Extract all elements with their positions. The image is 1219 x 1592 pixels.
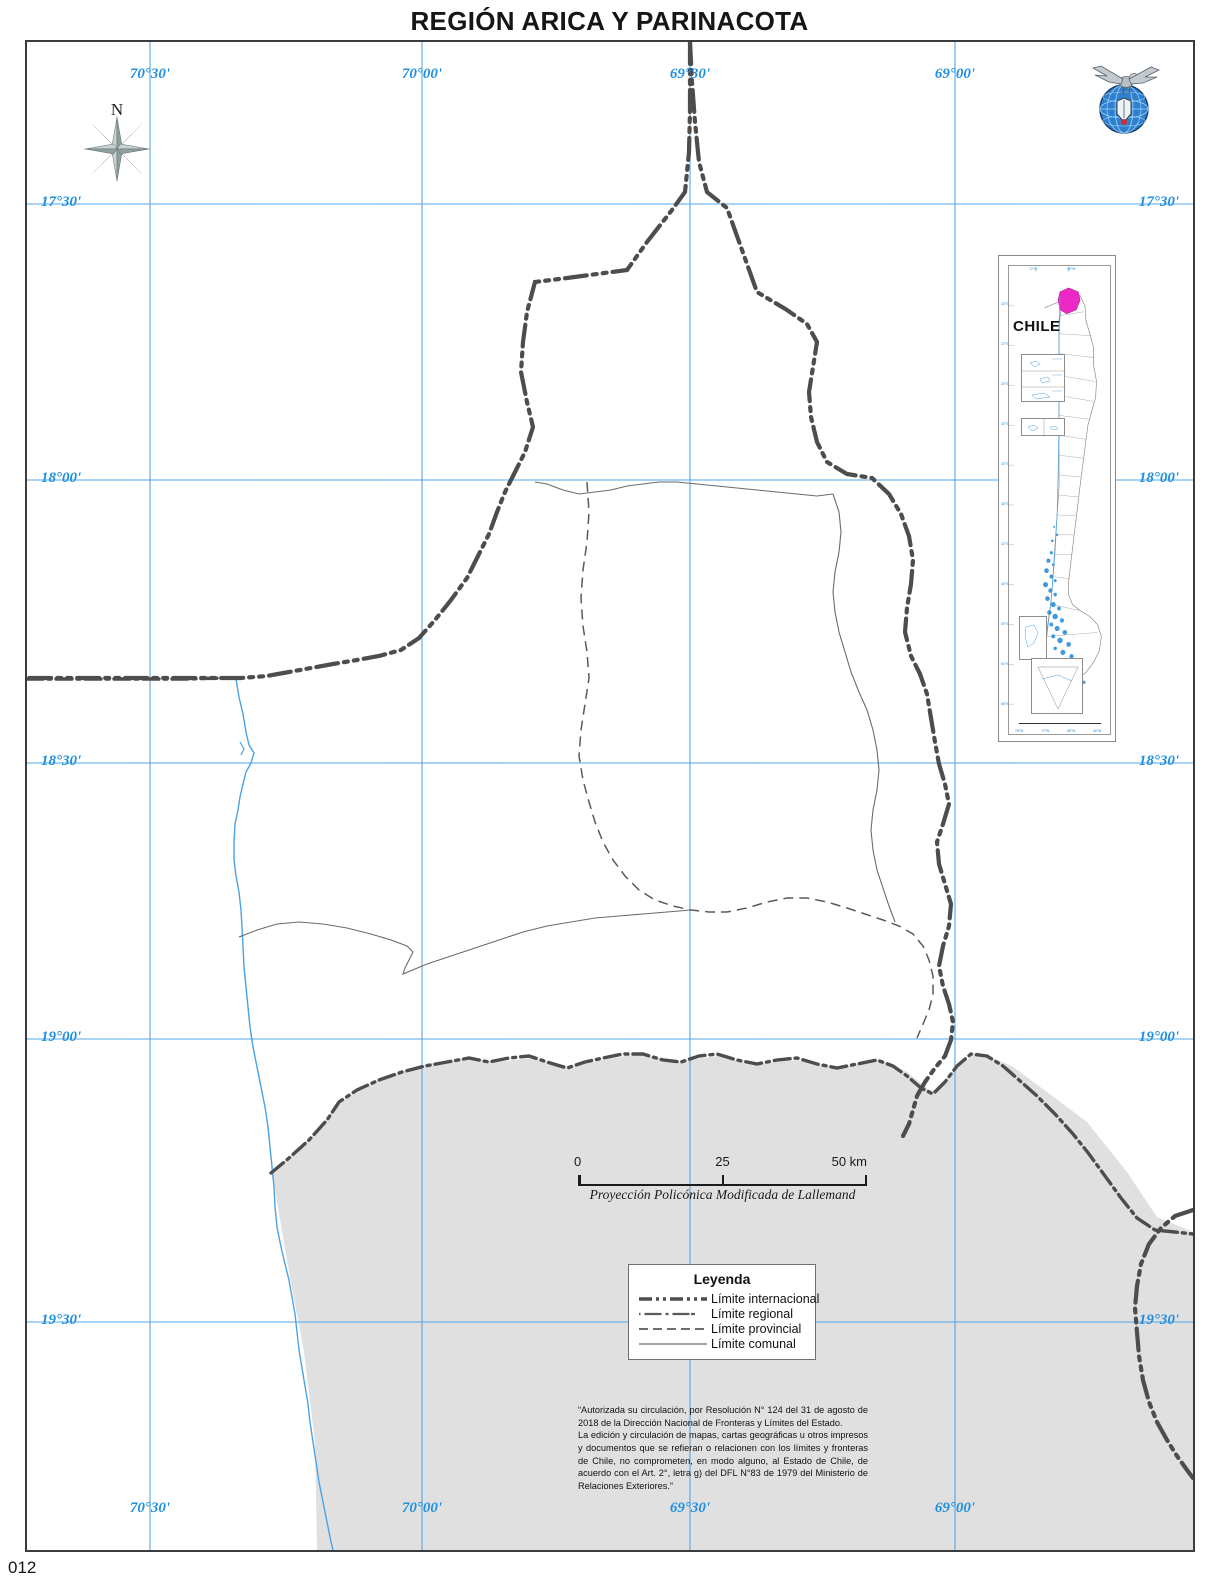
- inset-tick-latitude: 18°S: [1001, 302, 1009, 306]
- graticule-label-latitude: 18°00': [41, 470, 82, 486]
- page-number: 012: [8, 1558, 37, 1577]
- legend-swatch-regional-boundary: [637, 1308, 709, 1320]
- provincial-boundary: [578, 481, 934, 1039]
- scale-tick-25: 25: [715, 1154, 730, 1169]
- compass-rose-icon: N: [75, 100, 159, 186]
- inset-tick-latitude: 38°S: [1001, 502, 1009, 506]
- inset-tick-longitude-bottom: 68°W: [1067, 729, 1076, 733]
- inset-tick-longitude-bottom: 72°W: [1041, 729, 1050, 733]
- inset-map-chile: 72°W 68°W 18°S 22°S 26°S 30°S 34°S 38°S 42°S 46°S…: [998, 255, 1116, 742]
- inset-tick-latitude: 54°S: [1001, 662, 1009, 666]
- inset-tick-longitude: 68°W: [1067, 267, 1076, 271]
- inset-subbox-territory: [1031, 658, 1083, 714]
- international-boundary: [27, 42, 693, 681]
- graticule-label-longitude: 70°30': [129, 1500, 171, 1516]
- graticule-label-longitude: 69°30': [669, 66, 711, 82]
- regional-boundary-northwest: [27, 676, 241, 681]
- graticule-label-longitude: 70°00': [401, 1500, 443, 1516]
- coastline: [233, 678, 334, 1550]
- disclaimer-paragraph-2: La edición y circulación de mapas, carta…: [578, 1430, 868, 1492]
- international-boundary-lower-right: [1132, 1207, 1193, 1481]
- legend-item-regional: Límite regional: [637, 1306, 807, 1321]
- inset-tick-latitude: 22°S: [1001, 342, 1009, 346]
- inset-subbox-easter-island: [1021, 418, 1065, 437]
- inset-tick-latitude: 26°S: [1001, 382, 1009, 386]
- graticule-label-longitude: 70°30': [129, 66, 171, 82]
- graticule-label-longitude: 69°00': [934, 66, 976, 82]
- graticule-label-latitude: 18°30': [41, 753, 82, 769]
- comunal-boundary-north: [534, 481, 834, 497]
- disclaimer-text: “Autorizada su circulación, por Resoluci…: [578, 1404, 868, 1493]
- inset-subbox-antarctic: [1019, 616, 1047, 660]
- legend-label-provincial: Límite provincial: [711, 1321, 802, 1336]
- map-frame: N: [25, 40, 1195, 1552]
- projection-note: Proyección Policónica Modificada de Lall…: [589, 1187, 856, 1202]
- inset-tick-latitude: 46°S: [1001, 582, 1009, 586]
- graticule-label-latitude: 19°30': [1138, 1312, 1179, 1328]
- inset-tick-latitude: 34°S: [1001, 462, 1009, 466]
- inset-tick-longitude: 72°W: [1029, 267, 1038, 271]
- scale-bar: 0 25 50 km Proyección Policónica Modific…: [574, 1154, 867, 1203]
- legend-label-comunal: Límite comunal: [711, 1336, 796, 1351]
- inset-map-neatline: 72°W 68°W 18°S 22°S 26°S 30°S 34°S 38°S 42°S 46°S…: [1001, 265, 1111, 735]
- legend-swatch-provincial-boundary: [637, 1323, 709, 1335]
- compass-north-label: N: [110, 100, 124, 119]
- inset-tick-latitude: 56°S: [1001, 702, 1009, 706]
- scale-tick-50: 50 km: [831, 1154, 867, 1169]
- graticule-label-longitude: 70°00': [401, 66, 443, 82]
- inset-tick-latitude: 42°S: [1001, 542, 1009, 546]
- coastline-inlet: [239, 741, 245, 756]
- inset-tick-longitude-bottom: 66°W: [1093, 729, 1102, 733]
- comunal-boundary-east: [832, 493, 896, 923]
- disclaimer-paragraph-1: “Autorizada su circulación, por Resoluci…: [578, 1405, 868, 1428]
- inset-tick-latitude: 50°S: [1001, 622, 1009, 626]
- graticule-label-longitude: 69°00': [934, 1500, 976, 1516]
- graticule-label-latitude: 19°00': [41, 1029, 82, 1045]
- graticule-label-latitude: 19°00': [1138, 1029, 1179, 1045]
- legend-item-comunal: Límite comunal: [637, 1336, 807, 1351]
- legend-item-provincial: Límite provincial: [637, 1321, 807, 1336]
- page-title: REGIÓN ARICA Y PARINACOTA: [410, 6, 809, 36]
- igm-condor-globe-emblem: [1085, 54, 1163, 136]
- regional-boundary-south: [269, 1052, 1193, 1236]
- legend-title: Leyenda: [693, 1271, 751, 1287]
- graticule-label-latitude: 17°30': [1138, 194, 1179, 210]
- legend-label-international: Límite internacional: [711, 1291, 820, 1306]
- graticule-label-latitude: 18°00': [1138, 470, 1179, 486]
- inset-scale-bar: [1019, 722, 1101, 724]
- inset-tick-longitude-bottom: 78°W: [1015, 729, 1024, 733]
- graticule-label-longitude: 69°30': [669, 1500, 711, 1516]
- scale-tick-0: 0: [574, 1154, 582, 1169]
- legend-item-international: Límite internacional: [637, 1291, 819, 1306]
- graticule-label-latitude: 18°30': [1138, 753, 1179, 769]
- inset-subbox-islands: [1021, 354, 1066, 402]
- comunal-boundary-mid: [238, 909, 692, 975]
- legend-box: Leyenda Límite internacional Límite regi…: [628, 1264, 819, 1360]
- legend-swatch-international-boundary: [637, 1293, 709, 1305]
- inset-country-label: CHILE: [1013, 318, 1061, 335]
- inset-tick-latitude: 30°S: [1001, 422, 1009, 426]
- inset-highlight-region: [1057, 287, 1081, 315]
- international-boundary-bolivia: [687, 42, 956, 1139]
- legend-label-regional: Límite regional: [711, 1306, 793, 1321]
- graticule-label-latitude: 17°30': [41, 194, 82, 210]
- scale-bar-line: [578, 1172, 867, 1186]
- graticule-label-latitude: 19°30': [41, 1312, 82, 1328]
- legend-swatch-comunal-boundary: [637, 1338, 709, 1350]
